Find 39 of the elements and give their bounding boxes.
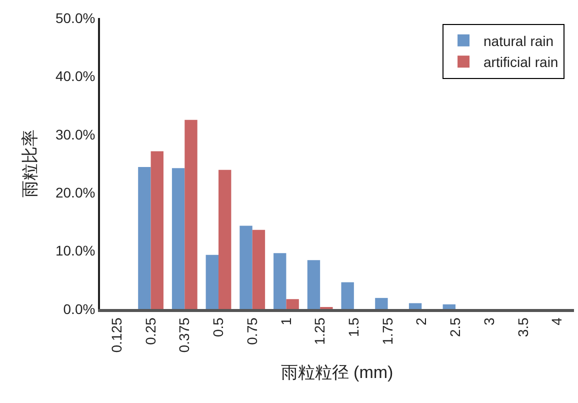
bar bbox=[252, 230, 266, 309]
bar bbox=[442, 304, 456, 309]
y-axis-title: 雨粒比率 bbox=[20, 130, 40, 198]
x-tick-label: 4 bbox=[548, 317, 565, 326]
bar bbox=[206, 254, 218, 309]
bar bbox=[375, 298, 388, 309]
bar bbox=[286, 299, 299, 309]
bar bbox=[274, 253, 286, 309]
x-tick-label: 1.75 bbox=[379, 317, 396, 345]
legend-label: artificial rain bbox=[484, 54, 558, 70]
bar bbox=[408, 303, 422, 309]
bar bbox=[218, 170, 232, 309]
y-tick-label: 50.0% bbox=[55, 10, 96, 26]
x-tick-label: 3.5 bbox=[514, 317, 531, 338]
bar bbox=[172, 168, 185, 309]
x-tick-label: 1.5 bbox=[345, 317, 362, 338]
y-tick-label: 10.0% bbox=[55, 242, 96, 259]
legend-label: natural rain bbox=[484, 32, 554, 49]
bar bbox=[138, 166, 151, 309]
bar bbox=[341, 282, 354, 309]
bar bbox=[240, 226, 252, 309]
x-tick-label: 1.25 bbox=[312, 317, 328, 345]
x-tick-label: 2.5 bbox=[447, 317, 464, 338]
x-tick-label: 0.25 bbox=[142, 317, 158, 345]
bar bbox=[307, 260, 320, 309]
y-tick-label: 0.0% bbox=[63, 300, 96, 317]
x-tick-label: 1 bbox=[278, 317, 294, 326]
x-tick-label: 0.125 bbox=[108, 317, 124, 353]
y-tick-label: 30.0% bbox=[55, 126, 96, 142]
x-tick-label: 3 bbox=[480, 317, 497, 326]
x-axis-title: 雨粒粒径 (mm) bbox=[280, 363, 394, 382]
x-tick-label: 2 bbox=[413, 317, 430, 326]
y-tick-label: 20.0% bbox=[55, 184, 96, 200]
x-tick-label: 0.375 bbox=[176, 317, 192, 353]
x-tick-label: 0.75 bbox=[244, 317, 260, 345]
bar bbox=[184, 120, 198, 309]
y-tick-label: 40.0% bbox=[55, 68, 96, 84]
bar bbox=[150, 151, 164, 309]
x-tick-label: 0.5 bbox=[210, 317, 226, 338]
